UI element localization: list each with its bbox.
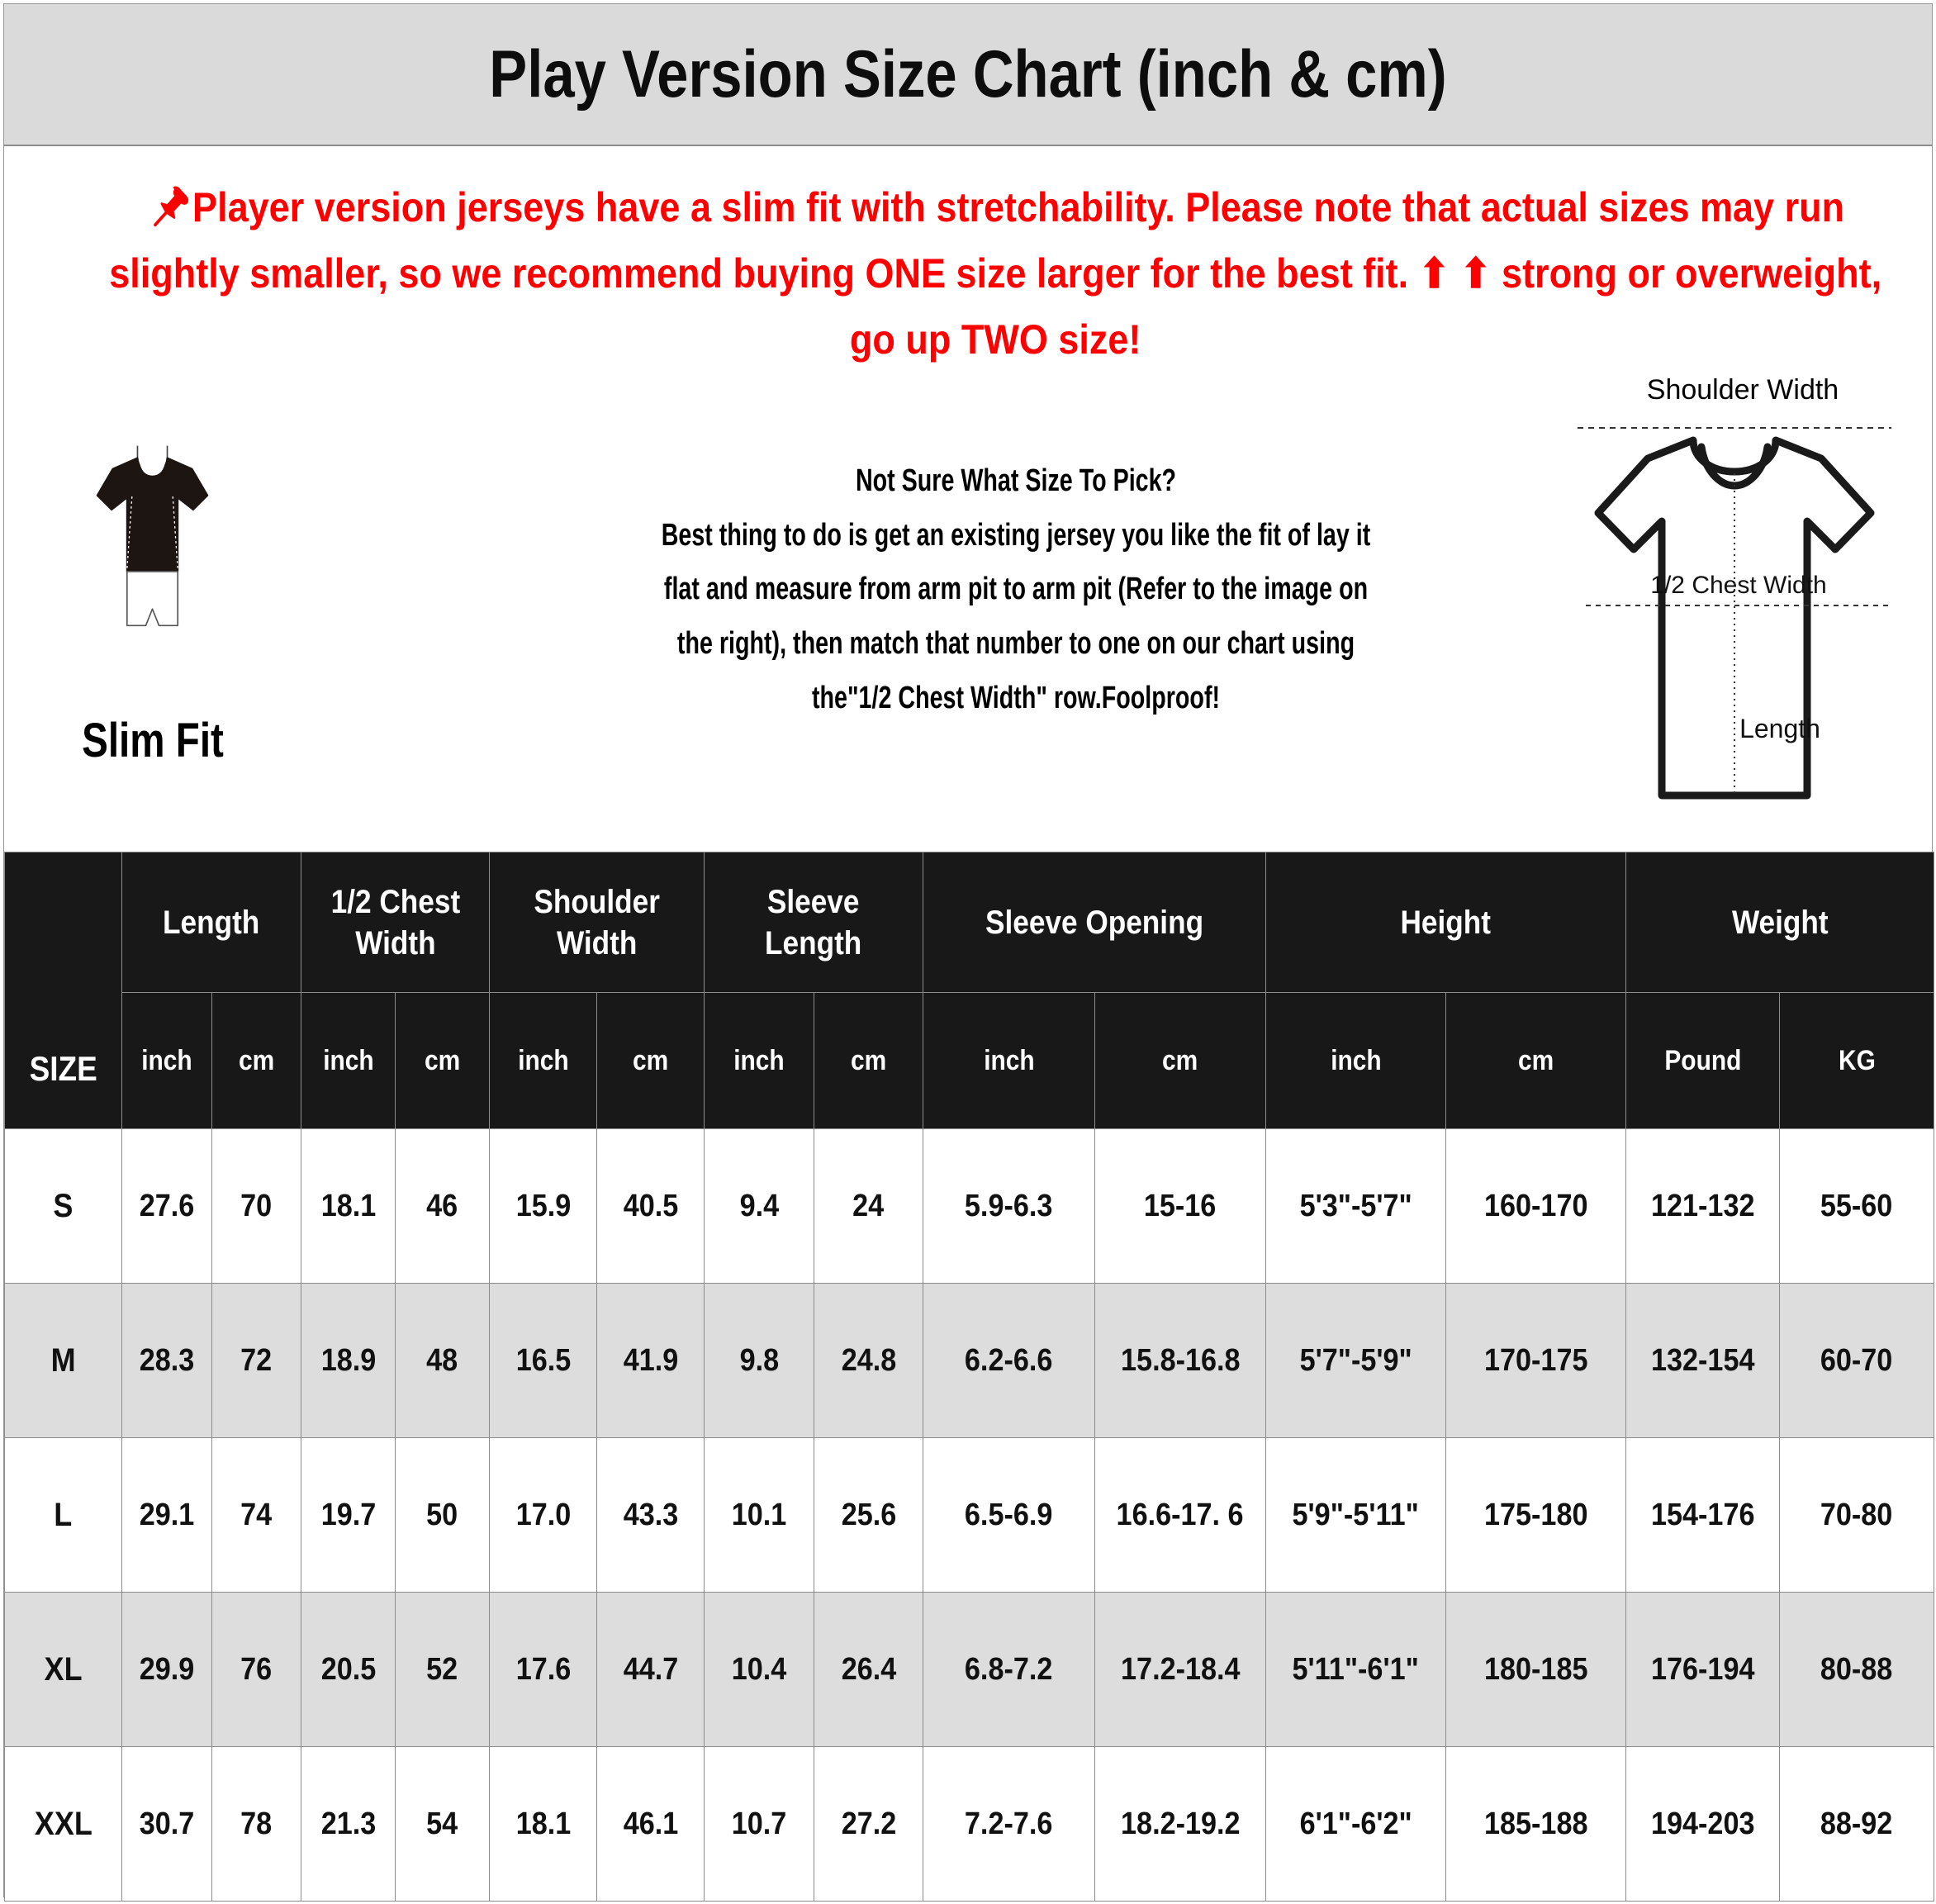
svg-text:Length: Length <box>1739 714 1820 743</box>
svg-text:1/2 Chest Width: 1/2 Chest Width <box>1650 572 1826 599</box>
